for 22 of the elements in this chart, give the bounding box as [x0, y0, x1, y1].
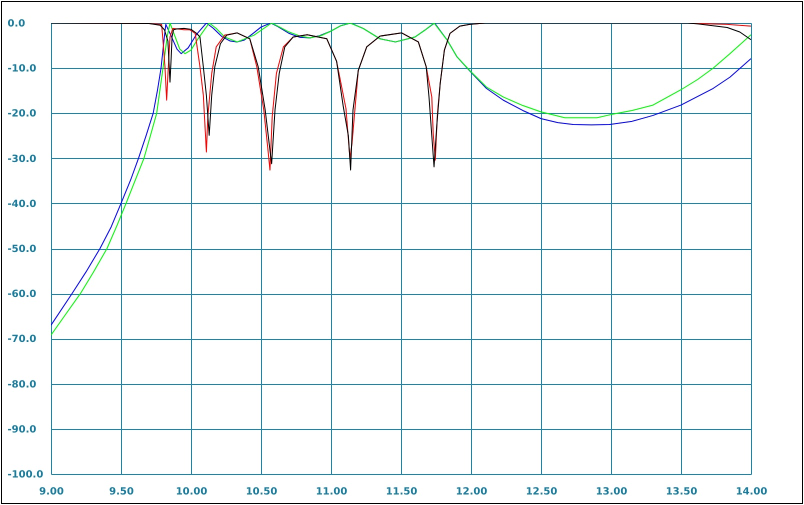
x-tick-label: 11.00: [316, 486, 348, 498]
x-tick-label: 10.50: [246, 486, 278, 498]
x-tick-label: 12.50: [526, 486, 558, 498]
y-tick-label: -100.0: [8, 470, 44, 480]
y-tick-label: -70.0: [8, 334, 36, 346]
x-tick-label: 13.50: [666, 486, 698, 498]
y-tick-label: -20.0: [8, 108, 36, 120]
y-tick-label: -90.0: [8, 424, 36, 436]
x-tick-label: 13.00: [596, 486, 628, 498]
x-tick-label: 10.00: [176, 486, 208, 498]
y-tick-label: -80.0: [8, 379, 36, 390]
x-tick-label: 11.50: [386, 486, 418, 498]
y-tick-label: -50.0: [8, 244, 36, 255]
y-tick-label: 0.0: [8, 18, 26, 30]
y-tick-label: -30.0: [8, 154, 36, 165]
x-tick-label: 14.00: [736, 486, 768, 498]
y-tick-label: -40.0: [8, 198, 36, 210]
x-tick-label: 12.00: [456, 486, 488, 498]
x-tick-label: 9.50: [109, 486, 134, 498]
x-tick-label: 9.00: [39, 486, 64, 498]
y-tick-label: -60.0: [8, 289, 36, 300]
y-tick-label: -10.0: [8, 64, 36, 75]
